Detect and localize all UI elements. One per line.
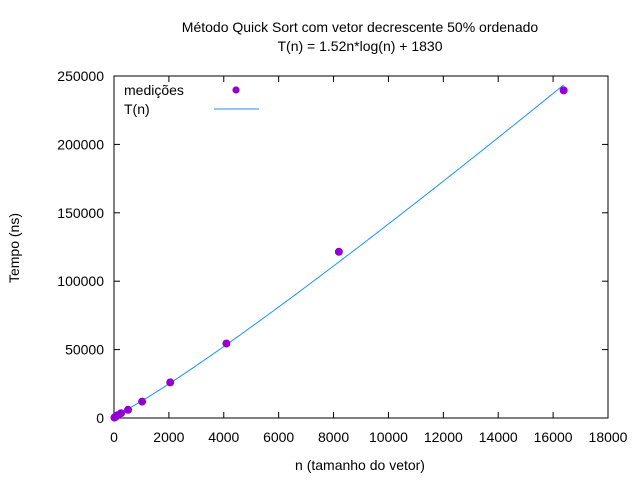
data-point bbox=[138, 397, 147, 406]
x-tick-label: 4000 bbox=[208, 429, 239, 445]
data-point bbox=[166, 378, 175, 387]
data-point bbox=[334, 247, 343, 256]
x-tick-label: 8000 bbox=[318, 429, 349, 445]
x-tick-label: 18000 bbox=[589, 429, 628, 445]
plot-area bbox=[110, 84, 568, 422]
legend-marker-medicoes bbox=[232, 86, 240, 94]
legend-label-tn: T(n) bbox=[124, 101, 150, 117]
y-axis-label: Tempo (ns) bbox=[6, 213, 22, 283]
legend-label-medicoes: medições bbox=[124, 82, 184, 98]
y-tick-label: 100000 bbox=[57, 273, 104, 289]
data-point bbox=[117, 409, 126, 418]
data-point bbox=[559, 86, 568, 95]
x-tick-label: 16000 bbox=[534, 429, 573, 445]
axes: 0 2000 4000 6000 8000 10000 12000 14000 16000 180… bbox=[57, 68, 627, 445]
data-point bbox=[222, 339, 231, 348]
x-tick-label: 14000 bbox=[479, 429, 518, 445]
plot-border bbox=[113, 75, 609, 419]
chart-title: Método Quick Sort com vetor decrescente … bbox=[182, 19, 539, 35]
x-tick-label: 12000 bbox=[424, 429, 463, 445]
y-tick-label: 50000 bbox=[65, 342, 104, 358]
chart-subtitle: T(n) = 1.52n*log(n) + 1830 bbox=[278, 38, 443, 54]
x-tick-label: 10000 bbox=[369, 429, 408, 445]
legend: medições T(n) bbox=[124, 82, 259, 117]
y-tick-label: 250000 bbox=[57, 68, 104, 84]
y-tick-label: 200000 bbox=[57, 136, 104, 152]
data-point bbox=[124, 405, 133, 414]
series-line-tn bbox=[114, 84, 564, 416]
x-tick-label: 6000 bbox=[263, 429, 294, 445]
x-tick-label: 2000 bbox=[153, 429, 184, 445]
x-axis-label: n (tamanho do vetor) bbox=[295, 457, 425, 473]
x-tick-label: 0 bbox=[110, 429, 118, 445]
y-tick-label: 150000 bbox=[57, 205, 104, 221]
y-tick-label: 0 bbox=[96, 410, 104, 426]
